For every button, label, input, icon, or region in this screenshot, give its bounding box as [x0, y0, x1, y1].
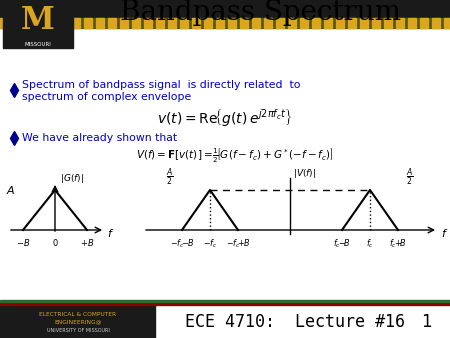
Bar: [0, 305, 155, 338]
Bar: [0, 300, 450, 302]
Text: Bandpass Spectrum: Bandpass Spectrum: [120, 0, 400, 25]
Bar: [84, 18, 92, 28]
Bar: [0, 18, 450, 28]
Bar: [3, 0, 73, 48]
Text: $f_c\!\!-\!\!B$: $f_c\!\!-\!\!B$: [333, 237, 351, 249]
Text: $f$: $f$: [107, 227, 114, 239]
Bar: [336, 18, 344, 28]
Bar: [444, 18, 450, 28]
Bar: [276, 18, 284, 28]
Text: $A$: $A$: [6, 184, 16, 196]
Text: Spectrum of bandpass signal  is directly related  to: Spectrum of bandpass signal is directly …: [22, 80, 301, 90]
Bar: [180, 18, 188, 28]
Bar: [0, 0, 450, 18]
Bar: [252, 18, 260, 28]
Bar: [12, 18, 20, 28]
Text: $-f_c\!\!+\!\!B$: $-f_c\!\!+\!\!B$: [226, 237, 250, 249]
Text: We have already shown that: We have already shown that: [22, 133, 177, 143]
Bar: [132, 18, 140, 28]
Text: ECE 4710:  Lecture #16: ECE 4710: Lecture #16: [185, 313, 405, 331]
Text: $v(t) = \mathrm{Re}\!\left\{g(t)\,e^{j2\pi f_c t}\right\}$: $v(t) = \mathrm{Re}\!\left\{g(t)\,e^{j2\…: [158, 106, 292, 127]
Text: MISSOURI: MISSOURI: [25, 42, 51, 47]
Bar: [96, 18, 104, 28]
Bar: [348, 18, 356, 28]
Text: $\frac{A}{2}$: $\frac{A}{2}$: [406, 167, 414, 188]
Bar: [216, 18, 224, 28]
Bar: [372, 18, 380, 28]
Text: $0$: $0$: [52, 237, 58, 248]
Bar: [120, 18, 128, 28]
Text: $f$: $f$: [441, 227, 448, 239]
Bar: [228, 18, 236, 28]
Text: $f_c\!\!+\!\!B$: $f_c\!\!+\!\!B$: [389, 237, 407, 249]
Bar: [24, 18, 32, 28]
Bar: [408, 18, 416, 28]
Text: spectrum of complex envelope: spectrum of complex envelope: [22, 92, 191, 102]
Bar: [432, 18, 440, 28]
Bar: [288, 18, 296, 28]
Bar: [168, 18, 176, 28]
Bar: [360, 18, 368, 28]
Bar: [204, 18, 212, 28]
Bar: [48, 18, 56, 28]
Bar: [36, 18, 44, 28]
Bar: [312, 18, 320, 28]
Bar: [324, 18, 332, 28]
Bar: [264, 18, 272, 28]
Bar: [156, 18, 164, 28]
Bar: [192, 18, 200, 28]
Text: $+B$: $+B$: [80, 237, 94, 248]
Bar: [72, 18, 80, 28]
Bar: [60, 18, 68, 28]
Bar: [420, 18, 428, 28]
Text: $\frac{A}{2}$: $\frac{A}{2}$: [166, 167, 174, 188]
Text: $V(f)=\mathbf{F}\left[v(t)\right]=\!\frac{1}{2}\!\left[G(f-f_c)+G^*(-f-f_c)\righ: $V(f)=\mathbf{F}\left[v(t)\right]=\!\fra…: [136, 147, 334, 165]
Text: $|V(f)|$: $|V(f)|$: [293, 167, 316, 180]
Text: 1: 1: [421, 313, 432, 331]
Text: $-B$: $-B$: [16, 237, 30, 248]
Text: $-f_c$: $-f_c$: [203, 237, 217, 249]
Bar: [0, 302, 450, 305]
Text: UNIVERSITY OF MISSOURI: UNIVERSITY OF MISSOURI: [46, 328, 109, 333]
Text: $|G(f)|$: $|G(f)|$: [60, 172, 84, 185]
Bar: [300, 18, 308, 28]
Bar: [384, 18, 392, 28]
Text: ELECTRICAL & COMPUTER
ENGINEERING@: ELECTRICAL & COMPUTER ENGINEERING@: [40, 312, 117, 324]
Bar: [240, 18, 248, 28]
Text: $-f_c\!\!-\!\!B$: $-f_c\!\!-\!\!B$: [170, 237, 194, 249]
Text: M: M: [21, 5, 55, 36]
Text: $f_c$: $f_c$: [366, 237, 374, 249]
Bar: [144, 18, 152, 28]
Bar: [108, 18, 116, 28]
Bar: [396, 18, 404, 28]
Bar: [0, 18, 8, 28]
